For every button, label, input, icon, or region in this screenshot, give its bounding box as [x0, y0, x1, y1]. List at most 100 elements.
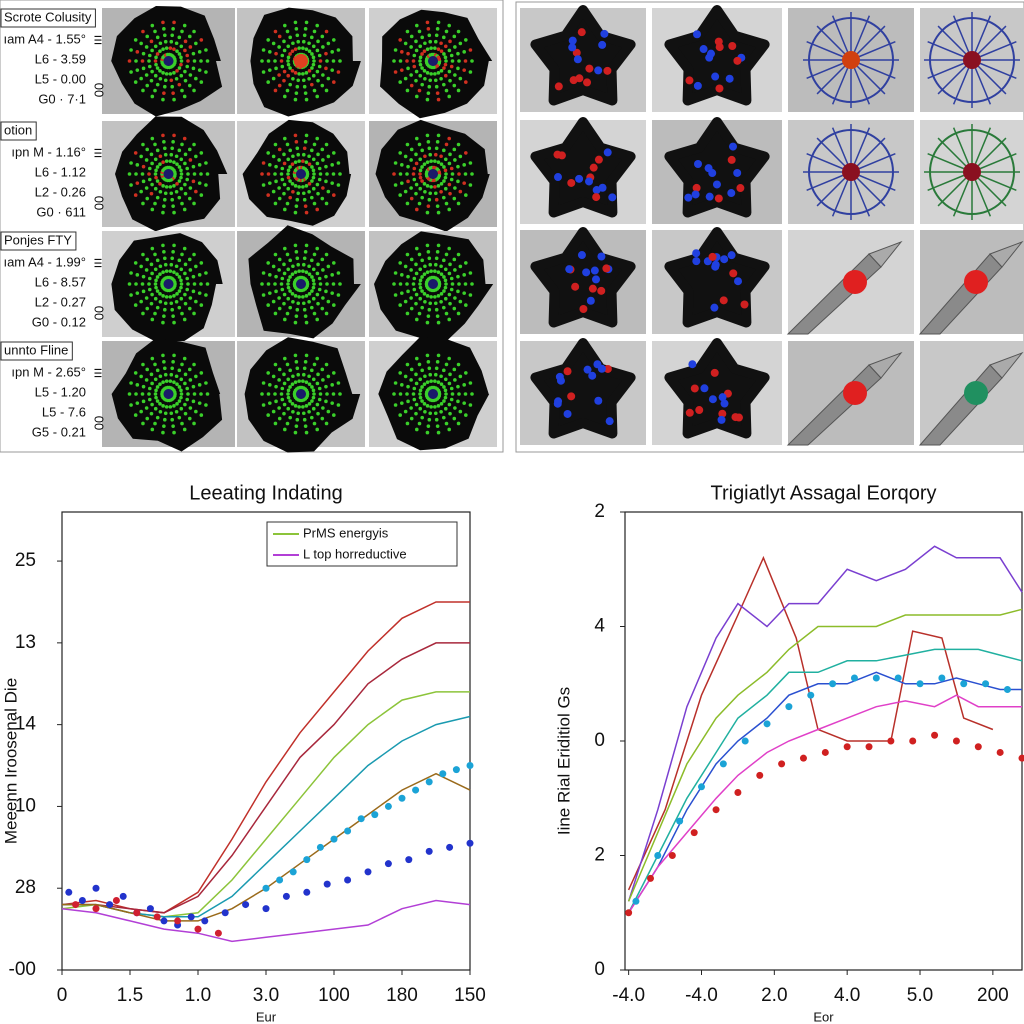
specimen-dot [429, 405, 433, 409]
specimen-dot [311, 168, 316, 173]
specimen-dot [179, 377, 184, 382]
specimen-dot [273, 392, 277, 396]
specimen-dot [442, 399, 446, 403]
star-dot [712, 180, 721, 189]
specimen-dot [163, 152, 168, 157]
row-side-mark: 00 [92, 196, 107, 210]
scatter-point [807, 691, 815, 699]
specimen-dot [182, 136, 187, 141]
scatter-point [276, 876, 284, 884]
specimen-dot [144, 268, 149, 272]
star-dot [594, 66, 603, 75]
specimen-dot [456, 311, 461, 316]
specimen-dot [286, 285, 291, 290]
specimen-dot [310, 66, 314, 70]
specimen-dot [444, 201, 449, 206]
specimen-dot [456, 399, 460, 404]
scatter-point [289, 868, 297, 876]
specimen-dot [140, 172, 145, 176]
specimen-dot [414, 301, 418, 306]
scatter-point [112, 896, 120, 904]
specimen-dot [280, 64, 285, 69]
specimen-dot [194, 299, 198, 304]
specimen-dot [330, 383, 334, 387]
star-dot [567, 178, 576, 187]
specimen-dot [140, 59, 145, 63]
specimen-dot [457, 392, 461, 396]
specimen-dot [145, 257, 150, 262]
specimen-dot [260, 282, 264, 286]
specimen-dot [307, 76, 311, 81]
specimen-dot [291, 264, 295, 269]
specimen-dot [297, 185, 301, 189]
specimen-dot [179, 186, 184, 191]
specimen-dot [443, 285, 448, 290]
specimen-dot [285, 362, 290, 367]
specimen-dot [324, 51, 328, 56]
specimen-dot [304, 20, 309, 25]
specimen-dot [141, 311, 145, 316]
specimen-dot [330, 163, 334, 167]
specimen-dot [175, 69, 179, 73]
row-line: L6 - 8.57 [35, 274, 86, 289]
specimen-dot [418, 175, 423, 180]
specimen-dot [442, 66, 446, 70]
specimen-dot [433, 152, 438, 157]
specimen-dot [171, 91, 175, 95]
specimen-dot [150, 402, 154, 407]
specimen-dot [423, 299, 427, 304]
specimen-dot [418, 406, 423, 411]
specimen-dot [418, 392, 422, 396]
specimen-dot [153, 392, 158, 396]
specimen-dot [320, 367, 325, 372]
specimen-dot [294, 360, 299, 364]
star-dot [705, 192, 714, 201]
specimen-dot [150, 356, 155, 361]
specimen-dot [282, 182, 287, 187]
specimen-dot [161, 243, 165, 248]
specimen-dot [414, 94, 419, 99]
x-axis-label: Eur [256, 1009, 277, 1024]
specimen-dot [326, 41, 331, 46]
specimen-dot [199, 193, 204, 197]
specimen-dot [127, 59, 132, 63]
specimen-dot [169, 152, 174, 157]
specimen-dot [338, 282, 342, 286]
specimen-dot [150, 317, 155, 322]
specimen-dot [172, 71, 176, 75]
specimen-dot [311, 55, 316, 60]
scatter-point [330, 835, 338, 843]
specimen-dot [456, 252, 461, 257]
specimen-dot [153, 88, 157, 93]
specimen-dot [429, 295, 433, 299]
specimen-dot [260, 59, 264, 63]
specimen-dot [456, 289, 460, 294]
specimen-dot [417, 252, 422, 257]
specimen-dot [439, 409, 443, 414]
row-line: ıpn M - 2.65° [11, 364, 86, 379]
specimen-dot [172, 320, 176, 325]
y-tick-label: 25 [15, 550, 36, 571]
specimen-dot [162, 314, 166, 318]
specimen-dot [134, 172, 138, 176]
specimen-dot [433, 185, 437, 189]
star-dot [589, 163, 598, 172]
specimen-dot [194, 76, 198, 81]
specimen-dot [315, 161, 320, 166]
specimen-dot [422, 402, 427, 406]
specimen-dot [429, 379, 433, 383]
specimen-dot [296, 262, 301, 267]
specimen-dot [285, 421, 290, 426]
specimen-dot [153, 142, 157, 147]
star-dot [591, 275, 600, 284]
specimen-dot [271, 374, 276, 379]
specimen-dot [311, 296, 316, 301]
specimen-dot [420, 35, 424, 40]
specimen-dot [266, 172, 271, 176]
specimen-dot [447, 23, 452, 28]
specimen-dot [187, 147, 192, 152]
specimen-dot [458, 374, 463, 379]
specimen-dot [409, 416, 414, 421]
specimen-dot [447, 402, 452, 407]
specimen-dot [286, 377, 291, 382]
